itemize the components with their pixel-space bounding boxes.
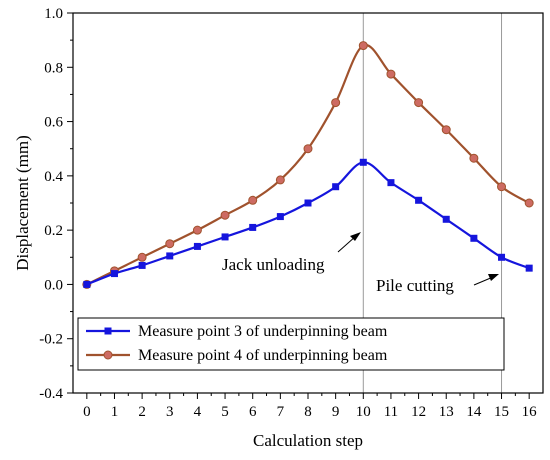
y-tick-label: 1.0 — [44, 6, 63, 22]
series-2-point — [331, 98, 341, 108]
series-2-point — [386, 69, 396, 79]
series-2-point — [248, 195, 258, 205]
y-tick-label: -0.4 — [39, 386, 63, 402]
x-tick-label: 15 — [494, 404, 509, 420]
legend-marker-series-1 — [104, 327, 112, 335]
series-1-point — [415, 196, 423, 204]
series-2-point — [497, 182, 507, 192]
x-tick-label: 1 — [111, 404, 119, 420]
annotation-pile-cutting-arrowhead — [488, 274, 499, 281]
series-1-point — [249, 223, 257, 231]
series-2-point — [192, 225, 202, 235]
axis-ticks: 0 1 2 3 4 5 6 7 8 9 10 11 12 13 14 15 16-0.4-0.20.00.20.… — [39, 6, 537, 420]
y-tick-label: -0.2 — [39, 332, 63, 348]
legend: Measure point 3 of underpinning beam Mea… — [77, 317, 505, 371]
x-tick-label: 3 — [166, 404, 174, 420]
annotation-pile-cutting: Pile cutting — [376, 276, 454, 295]
legend-label-series-1: Measure point 3 of underpinning beam — [138, 323, 388, 340]
series-2-point — [414, 98, 424, 108]
annotation-jack-unloading: Jack unloading — [222, 255, 325, 274]
series-2-line — [86, 43, 530, 286]
y-tick-label: 0.2 — [44, 223, 63, 239]
legend-label-series-2: Measure point 4 of underpinning beam — [138, 347, 388, 364]
series-1-point — [498, 253, 506, 261]
x-tick-label: 6 — [249, 404, 257, 420]
series-1-point — [221, 233, 229, 241]
series-1-point — [470, 234, 478, 242]
x-axis-title: Calculation step — [253, 431, 363, 450]
annotations: Jack unloading Pile cutting — [222, 232, 499, 295]
legend-marker-series-2 — [103, 350, 113, 360]
series-layer — [82, 41, 534, 289]
series-2-point — [220, 210, 230, 220]
series-2-point — [137, 252, 147, 262]
series-1-point — [525, 264, 533, 272]
y-tick-label: 0.0 — [44, 277, 63, 293]
series-2-point — [469, 153, 479, 163]
x-tick-label: 13 — [439, 404, 454, 420]
y-tick-label: 0.8 — [44, 60, 63, 76]
series-1-point — [193, 242, 201, 250]
series-2-point — [441, 125, 451, 135]
x-tick-label: 0 — [83, 404, 91, 420]
x-tick-label: 7 — [277, 404, 285, 420]
x-tick-label: 9 — [332, 404, 340, 420]
x-tick-label: 16 — [522, 404, 538, 420]
x-tick-label: 10 — [356, 404, 371, 420]
x-tick-label: 4 — [194, 404, 202, 420]
y-axis-title: Displacement (mm) — [13, 135, 32, 271]
series-1-point — [359, 158, 367, 166]
series-1-point — [332, 183, 340, 191]
series-2-point — [165, 239, 175, 249]
series-1-point — [442, 215, 450, 223]
series-2-point — [303, 144, 313, 154]
series-1-point — [276, 213, 284, 221]
x-tick-label: 14 — [466, 404, 482, 420]
series-2-point — [275, 175, 285, 185]
x-tick-label: 12 — [411, 404, 426, 420]
series-1-point — [138, 261, 146, 269]
y-tick-label: 0.4 — [44, 169, 63, 185]
y-tick-label: 0.6 — [44, 115, 63, 131]
series-1-point — [83, 280, 91, 288]
x-tick-label: 8 — [304, 404, 312, 420]
series-1-point — [166, 252, 174, 260]
x-tick-label: 5 — [221, 404, 229, 420]
x-tick-label: 2 — [138, 404, 146, 420]
legend-box — [77, 317, 505, 371]
annotation-pile-cutting-arrow — [473, 276, 494, 286]
series-1-point — [387, 179, 395, 187]
annotation-jack-unloading-arrowhead — [350, 232, 361, 241]
series-2-point — [358, 41, 368, 51]
x-tick-label: 11 — [384, 404, 398, 420]
series-2-point — [524, 198, 534, 208]
series-1-point — [110, 270, 118, 278]
series-1-point — [304, 199, 312, 207]
